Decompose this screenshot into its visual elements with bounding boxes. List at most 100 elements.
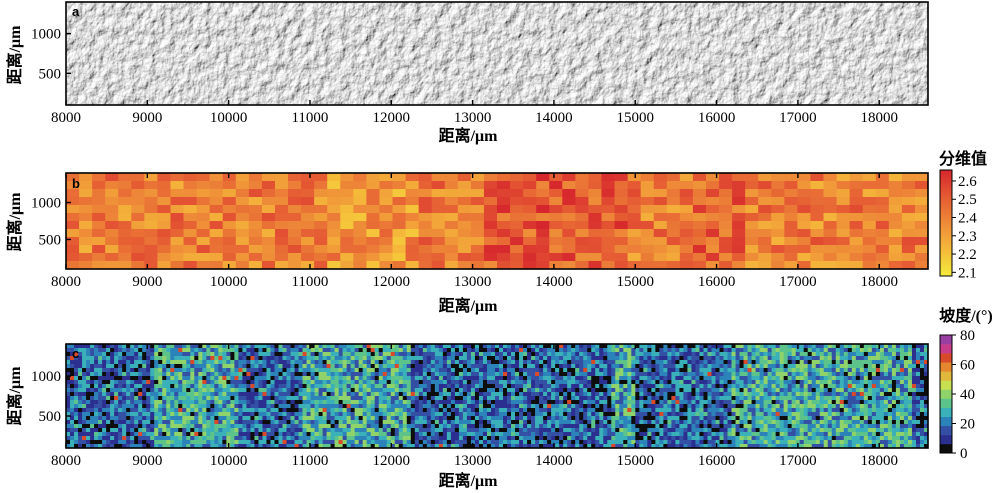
heatmap-cell	[186, 408, 191, 413]
heatmap-cell	[614, 221, 629, 230]
heatmap-cell	[110, 360, 115, 365]
heatmap-cell	[174, 400, 179, 405]
heatmap-cell	[847, 404, 853, 409]
heatmap-cell	[450, 388, 456, 393]
x-tick-label: 8000	[51, 274, 81, 290]
heatmap-cell	[458, 368, 464, 373]
heatmap-cell	[162, 396, 167, 401]
heatmap-cell	[394, 356, 400, 361]
heatmap-cell	[438, 380, 444, 385]
heatmap-cell	[294, 352, 299, 357]
heatmap-cell	[314, 261, 328, 270]
heatmap-cell	[146, 344, 151, 349]
heatmap-cell	[474, 412, 480, 417]
heatmap-cell	[342, 352, 347, 357]
heatmap-cell	[340, 189, 354, 198]
heatmap-cell	[242, 356, 247, 361]
heatmap-cell	[122, 344, 127, 349]
heatmap-cell	[811, 392, 817, 397]
heatmap-cell	[639, 376, 644, 381]
heatmap-cell	[732, 229, 746, 238]
heatmap-cell	[543, 352, 548, 357]
heatmap-cell	[366, 404, 372, 409]
heatmap-cell	[198, 408, 203, 413]
heatmap-cell	[222, 388, 227, 393]
heatmap-cell	[198, 344, 203, 349]
heatmap-cell	[431, 261, 446, 270]
heatmap-cell	[330, 392, 335, 397]
heatmap-cell	[378, 392, 384, 397]
panel-a-ylabel: 距离/μm	[5, 25, 24, 85]
heatmap-cell	[254, 408, 259, 413]
heatmap-cell	[507, 412, 512, 417]
heatmap-cell	[855, 360, 861, 365]
heatmap-cell	[183, 253, 198, 262]
heatmap-cell	[763, 392, 768, 397]
heatmap-cell	[66, 384, 71, 389]
heatmap-cell	[775, 388, 780, 393]
heatmap-cell	[587, 360, 592, 365]
heatmap-cell	[747, 356, 752, 361]
heatmap-cell	[919, 408, 925, 413]
heatmap-cell	[847, 364, 853, 369]
heatmap-cell	[862, 253, 877, 262]
heatmap-cell	[719, 189, 733, 198]
heatmap-cell	[258, 356, 263, 361]
heatmap-cell	[799, 396, 805, 401]
heatmap-cell	[150, 416, 155, 421]
heatmap-cell	[875, 400, 881, 405]
heatmap-cell	[627, 356, 632, 361]
heatmap-cell	[454, 412, 460, 417]
heatmap-cell	[751, 344, 756, 349]
colorbar-b-tick-label: 2.4	[958, 211, 977, 227]
heatmap-cell	[803, 368, 809, 373]
heatmap-cell	[446, 364, 452, 369]
heatmap-cell	[362, 416, 367, 421]
heatmap-cell	[849, 173, 864, 182]
heatmap-cell	[238, 384, 243, 389]
heatmap-cell	[162, 348, 167, 353]
heatmap-cell	[667, 380, 672, 385]
heatmap-cell	[887, 348, 893, 353]
heatmap-cell	[82, 364, 87, 369]
heatmap-cell	[378, 408, 384, 413]
heatmap-cell	[583, 360, 588, 365]
heatmap-cell	[571, 396, 576, 401]
heatmap-cell	[242, 408, 247, 413]
heatmap-cell	[611, 368, 616, 373]
heatmap-cell	[142, 404, 147, 409]
heatmap-cell	[90, 360, 95, 365]
heatmap-cell	[218, 380, 223, 385]
heatmap-cell	[607, 352, 612, 357]
heatmap-cell	[327, 261, 341, 270]
heatmap-cell	[919, 364, 925, 369]
heatmap-cell	[382, 360, 388, 365]
heatmap-cell	[390, 360, 396, 365]
heatmap-cell	[282, 360, 287, 365]
heatmap-cell	[261, 221, 276, 230]
heatmap-cell	[334, 412, 339, 417]
heatmap-cell	[270, 416, 275, 421]
heatmap-cell	[751, 392, 756, 397]
heatmap-cell	[261, 237, 276, 246]
heatmap-cell	[418, 205, 433, 214]
heatmap-cell	[326, 388, 331, 393]
heatmap-cell	[503, 416, 508, 421]
heatmap-cell	[647, 364, 652, 369]
heatmap-cell	[659, 360, 664, 365]
heatmap-cell	[784, 237, 798, 246]
heatmap-cell	[759, 412, 764, 417]
heatmap-cell	[827, 412, 833, 417]
heatmap-cell	[903, 348, 909, 353]
x-tick-label: 11000	[291, 274, 328, 290]
heatmap-cell	[679, 181, 694, 190]
heatmap-cell	[444, 245, 459, 254]
heatmap-cell	[835, 356, 841, 361]
heatmap-cell	[655, 400, 660, 405]
heatmap-cell	[611, 388, 616, 393]
heatmap-cell	[611, 376, 616, 381]
heatmap-cell	[859, 352, 865, 357]
heatmap-cell	[314, 380, 319, 385]
heatmap-cell	[679, 229, 694, 238]
heatmap-cell	[114, 392, 119, 397]
